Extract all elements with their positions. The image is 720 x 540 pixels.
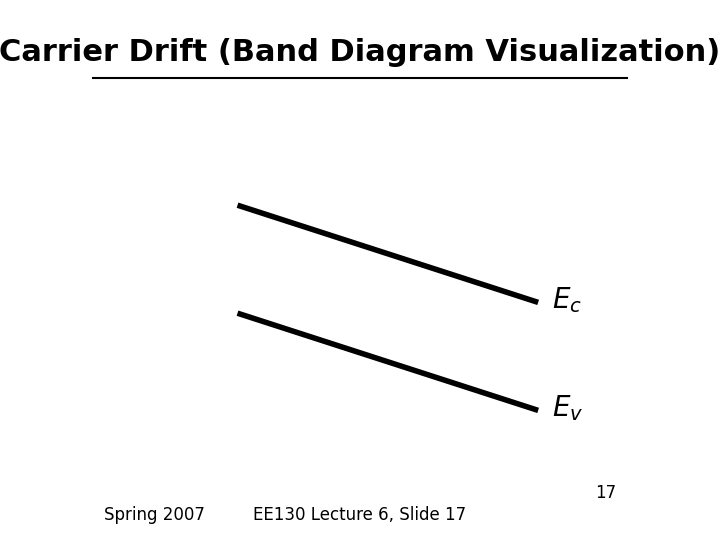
Text: EE130 Lecture 6, Slide 17: EE130 Lecture 6, Slide 17 (253, 506, 467, 524)
Text: 17: 17 (595, 484, 616, 502)
Text: $E_v$: $E_v$ (552, 393, 583, 423)
Text: $E_c$: $E_c$ (552, 285, 582, 315)
Text: Spring 2007: Spring 2007 (104, 506, 204, 524)
Text: Carrier Drift (Band Diagram Visualization): Carrier Drift (Band Diagram Visualizatio… (0, 38, 720, 67)
